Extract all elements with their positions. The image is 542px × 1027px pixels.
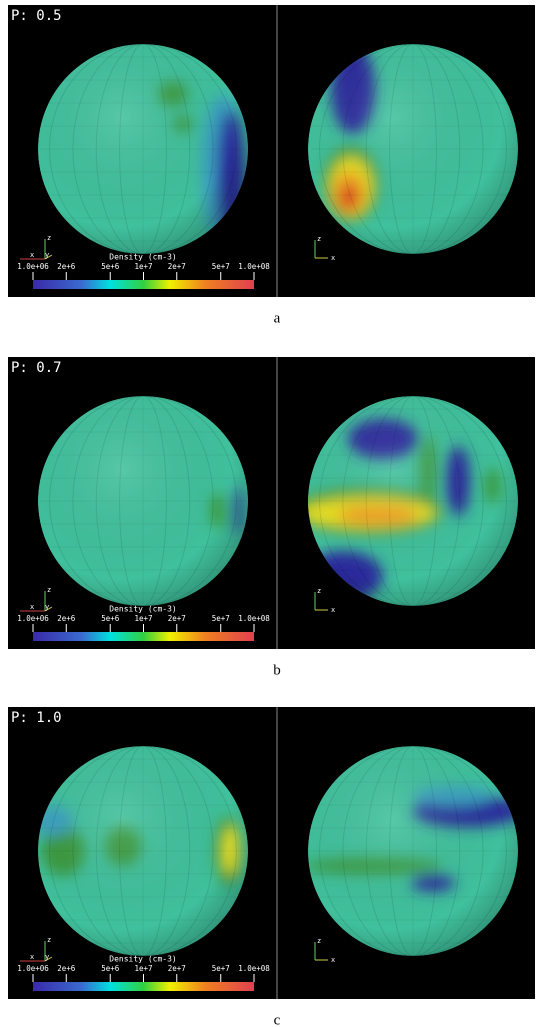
panel-label: P: 0.5 [11,8,62,24]
axis-label: z [47,586,51,594]
colorbar-tick-label: 5e+7 [212,262,230,271]
axis-label: z [47,936,51,944]
caption: b [273,662,281,678]
panel: P: 0.7 x y z x z Density (cm-3) 1.0e+06 2e+6 5e+6… [8,357,535,649]
axis-label: y [45,603,49,611]
axis-label: x [331,956,335,964]
colorbar-tick-label: 1.0e+06 [17,262,49,271]
colorbar-tick-label: 5e+6 [101,614,120,623]
panel-label: P: 0.7 [11,360,62,376]
sphere [308,44,518,254]
sphere-shade [308,396,518,606]
colorbar-tick-label: 1.0e+08 [238,964,270,973]
colorbar-tick-label: 2e+6 [57,964,76,973]
sphere [38,44,248,254]
axis-label: z [317,235,321,243]
colorbar [33,280,254,289]
axis-label: x [30,603,34,611]
sphere [38,396,248,606]
sphere-shade [38,396,248,606]
axis-label: y [45,251,49,259]
colorbar-tick-label: 2e+6 [57,614,76,623]
sphere-shade [308,746,518,956]
colorbar-tick-label: 1.0e+08 [238,614,270,623]
sphere-shade [308,44,518,254]
axis-label: z [317,587,321,595]
colorbar [33,982,254,991]
caption: a [274,310,281,326]
colorbar-tick-label: 1.0e+06 [17,964,49,973]
colorbar-tick-label: 5e+7 [212,964,230,973]
colorbar-tick-label: 5e+6 [101,262,120,271]
colorbar-tick-label: 2e+7 [168,614,186,623]
panel: P: 1.0 x y z x z Density (cm-3) 1.0e+06 2e+6 5e+6… [8,707,535,999]
colorbar-title: Density (cm-3) [109,605,176,614]
colorbar-tick-label: 5e+7 [212,614,230,623]
axis-label: x [30,251,34,259]
axis-label: x [331,254,335,262]
colorbar-tick-label: 5e+6 [101,964,120,973]
colorbar-tick-label: 1.0e+08 [238,262,270,271]
caption: c [274,1012,281,1027]
colorbar-tick-label: 1.0e+06 [17,614,49,623]
axis-label: x [331,606,335,614]
colorbar-tick-label: 2e+6 [57,262,76,271]
figure: P: 0.5 x y z x z Density (cm-3) 1.0e+06 2e+6 5e+6… [0,0,542,1027]
colorbar-tick-label: 1e+7 [134,964,152,973]
axis-label: z [317,937,321,945]
colorbar-tick-label: 2e+7 [168,964,186,973]
colorbar-tick-label: 1e+7 [134,262,152,271]
panel-label: P: 1.0 [11,710,62,726]
colorbar [33,632,254,641]
colorbar-title: Density (cm-3) [109,253,176,262]
axis-label: x [30,953,34,961]
axis-label: z [47,234,51,242]
panel: P: 0.5 x y z x z Density (cm-3) 1.0e+06 2e+6 5e+6… [8,5,535,297]
colorbar-tick-label: 1e+7 [134,614,152,623]
sphere-shade [38,746,248,956]
colorbar-tick-label: 2e+7 [168,262,186,271]
sphere-shade [38,44,248,254]
colorbar-title: Density (cm-3) [109,955,176,964]
axis-label: y [45,953,49,961]
